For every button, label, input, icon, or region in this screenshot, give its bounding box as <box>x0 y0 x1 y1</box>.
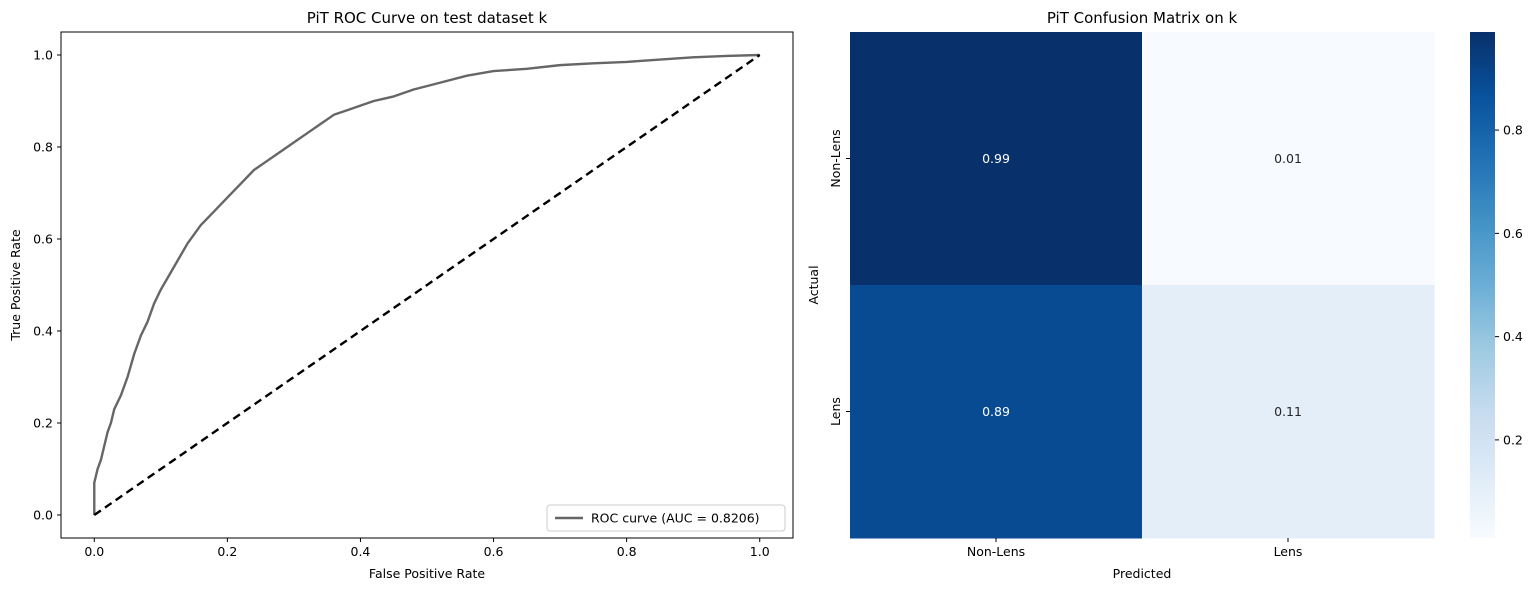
cm-cell-value: 0.99 <box>982 151 1010 166</box>
cm-xlabel: Predicted <box>1113 566 1172 581</box>
cm-ylabel: Actual <box>806 265 821 304</box>
cm-cells: 0.99 0.01 0.89 0.11 <box>850 32 1435 539</box>
chance-diagonal-line <box>93 54 761 516</box>
cm-cell <box>1142 285 1435 539</box>
roc-xlabel: False Positive Rate <box>369 566 485 581</box>
roc-xtick-label: 0.0 <box>84 544 104 559</box>
colorbar-tick-label: 0.4 <box>1503 329 1523 344</box>
cm-cell <box>850 32 1143 286</box>
roc-curve-line <box>93 53 760 515</box>
cm-cell <box>850 285 1143 539</box>
cm-xtick-label: Non-Lens <box>967 544 1025 559</box>
roc-ylabel: True Positive Rate <box>8 229 23 342</box>
roc-axes-frame <box>60 31 794 539</box>
cm-xtick-label: Lens <box>1274 544 1303 559</box>
cm-ytick-label: Non-Lens <box>828 129 843 187</box>
roc-lines <box>93 53 761 516</box>
cm-ytick-label: Lens <box>828 397 843 426</box>
cm-ticks: Non-Lens Lens Non-Lens Lens <box>828 129 1302 559</box>
colorbar-gradient <box>1470 32 1495 538</box>
roc-ytick-label: 0.6 <box>33 232 53 247</box>
cm-cell-value: 0.89 <box>982 404 1010 419</box>
cm-cell <box>1142 32 1435 286</box>
confusion-matrix-panel: PiT Confusion Matrix on k 0.99 0.010.89 0.… <box>806 9 1435 581</box>
roc-ytick-label: 0.8 <box>33 140 53 155</box>
roc-legend-label: ROC curve (AUC = 0.8206) <box>591 511 760 526</box>
roc-ticks: 0.0 0.2 0.4 0.6 0.8 1.0 0.0 0.2 0.4 0.6 0.8 1.0 <box>33 48 770 560</box>
roc-ytick-label: 1.0 <box>33 48 53 63</box>
cm-cell-value: 0.01 <box>1274 151 1302 166</box>
cm-cell-value: 0.11 <box>1274 404 1302 419</box>
roc-legend-box <box>546 504 786 532</box>
roc-xtick-label: 0.2 <box>217 544 237 559</box>
roc-xtick-label: 0.4 <box>351 544 371 559</box>
roc-xtick-label: 0.8 <box>617 544 637 559</box>
roc-legend: ROC curve (AUC = 0.8206) <box>546 504 786 532</box>
roc-title: PiT ROC Curve on test dataset k <box>307 9 548 27</box>
colorbar-tick-label: 0.8 <box>1503 123 1523 138</box>
colorbar-tick-label: 0.6 <box>1503 226 1523 241</box>
colorbar-ticks: 0.2 0.4 0.6 0.8 <box>1495 123 1523 447</box>
cm-title: PiT Confusion Matrix on k <box>1047 9 1238 27</box>
roc-xtick-label: 0.6 <box>484 544 504 559</box>
roc-ytick-label: 0.0 <box>33 508 53 523</box>
roc-ytick-label: 0.4 <box>33 324 53 339</box>
roc-xtick-label: 1.0 <box>750 544 770 559</box>
roc-panel: PiT ROC Curve on test dataset k 0.0 0.2 0.… <box>8 9 794 581</box>
colorbar: 0.2 0.4 0.6 0.8 <box>1470 32 1523 538</box>
roc-ytick-label: 0.2 <box>33 416 53 431</box>
colorbar-tick-label: 0.2 <box>1503 432 1523 447</box>
